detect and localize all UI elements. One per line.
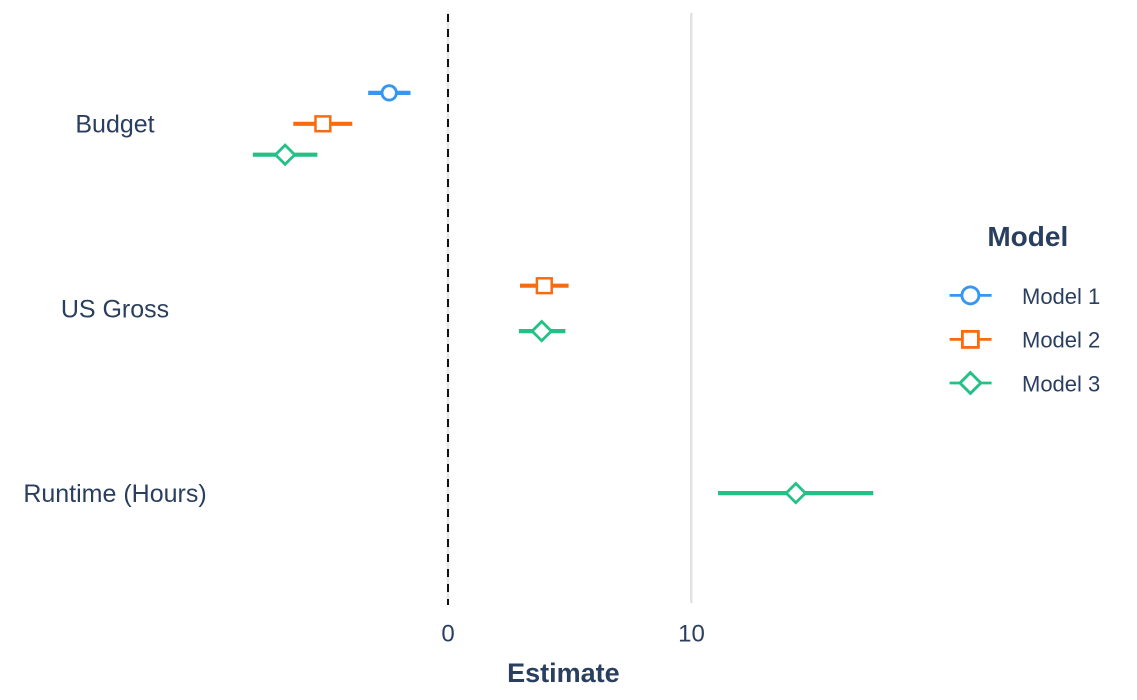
svg-text:Model 1: Model 1	[1022, 284, 1100, 309]
svg-text:Model 2: Model 2	[1022, 328, 1100, 353]
svg-text:Model 3: Model 3	[1022, 371, 1100, 396]
svg-text:0: 0	[441, 621, 454, 648]
svg-text:Budget: Budget	[75, 111, 154, 139]
svg-text:Model: Model	[987, 221, 1068, 252]
svg-text:Runtime (Hours): Runtime (Hours)	[23, 480, 206, 508]
svg-text:10: 10	[678, 621, 705, 648]
svg-text:Estimate: Estimate	[507, 658, 620, 688]
svg-text:US Gross: US Gross	[61, 296, 169, 324]
